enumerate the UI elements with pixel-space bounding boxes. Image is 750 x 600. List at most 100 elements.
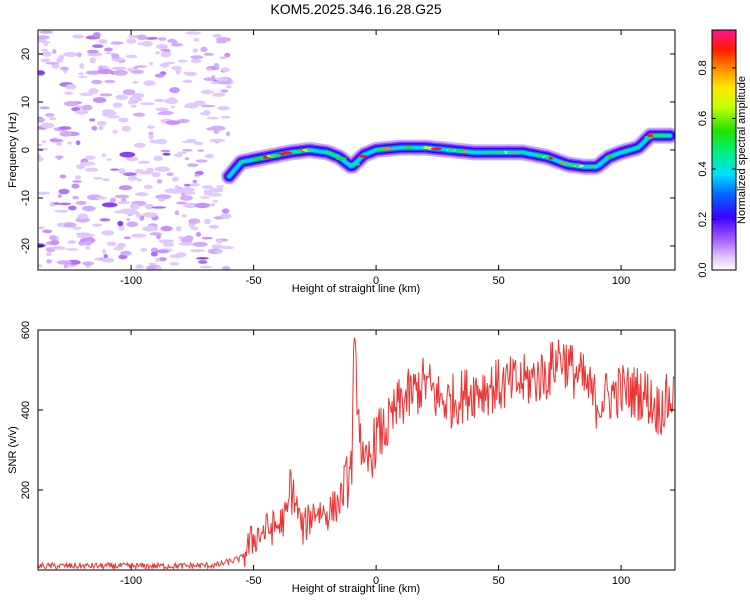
noise-blob [192, 241, 208, 247]
noise-blob [152, 172, 161, 178]
noise-blob [76, 233, 91, 239]
noise-blob [123, 172, 137, 177]
noise-blob [149, 139, 163, 144]
noise-blob [200, 46, 208, 52]
noise-blob [101, 230, 115, 236]
noise-blob [123, 236, 132, 240]
noise-blob [67, 141, 72, 145]
noise-blob [58, 202, 71, 206]
snr-x-ticks: -100 -50 0 50 100 [120, 330, 630, 587]
noise-blob [126, 221, 139, 228]
noise-blob [82, 261, 94, 266]
noise-blob [192, 48, 198, 53]
noise-blob [177, 59, 188, 63]
ridge-hotspot [330, 153, 336, 157]
noise-blob [183, 183, 192, 187]
noise-blob [38, 70, 45, 76]
spectrogram-frame [37, 29, 676, 271]
noise-blob [120, 250, 132, 256]
noise-blob [72, 34, 84, 39]
noise-blob [127, 175, 138, 181]
noise-blob [132, 66, 138, 70]
snr-frame [37, 329, 676, 571]
noise-blob [188, 218, 201, 224]
colorbar-tick-label: 0.0 [697, 262, 709, 277]
noise-blob [74, 175, 81, 180]
noise-blob [84, 167, 99, 172]
noise-blob [58, 126, 72, 130]
ridge-hotspot [291, 150, 303, 154]
ridge-hotspot [281, 151, 293, 155]
noise-blob [98, 39, 108, 44]
noise-blob [59, 174, 67, 179]
noise-blob [67, 240, 77, 244]
ridge-hotspot [335, 157, 347, 161]
spectrogram-ridge [221, 127, 675, 185]
noise-blob [159, 63, 170, 68]
noise-blob [206, 68, 213, 72]
noise-blob [203, 77, 216, 81]
noise-blob [49, 117, 57, 121]
noise-blob [118, 254, 128, 260]
noise-blob [101, 257, 115, 263]
noise-blob [77, 52, 82, 58]
colorbar-ticks: 0.0 0.2 0.4 0.6 0.8 [697, 60, 736, 278]
ridge-hotspot [567, 163, 576, 167]
colorbar-label: Normalized spectral amplitude [736, 76, 748, 224]
noise-blob [155, 249, 170, 254]
noise-blob [101, 153, 107, 157]
ridge-hotspot [404, 146, 413, 150]
noise-blob [99, 218, 111, 222]
noise-blob [148, 36, 159, 40]
noise-blob [54, 209, 69, 213]
snr-y-tick-label: 400 [20, 401, 32, 419]
noise-blob [136, 178, 142, 182]
noise-blob [177, 118, 190, 124]
noise-blob [109, 197, 117, 203]
snr-y-tick-label: 600 [20, 321, 32, 339]
ridge-hotspot [516, 150, 528, 154]
noise-blob [225, 85, 232, 89]
noise-blob [201, 236, 213, 240]
noise-blob [172, 176, 179, 182]
noise-blob [42, 41, 51, 44]
noise-blob [118, 117, 129, 123]
noise-blob [187, 163, 199, 167]
noise-blob [39, 30, 54, 34]
noise-blob [146, 167, 154, 172]
snr-y-ticks: 200 400 600 [20, 321, 675, 499]
noise-blob [112, 129, 118, 134]
spectrogram-y-tick-label: 0 [20, 147, 32, 153]
noise-blob [156, 179, 163, 184]
snr-x-axis-label: Height of straight line (km) [292, 583, 420, 595]
noise-blob [38, 35, 50, 40]
noise-blob [183, 202, 198, 208]
noise-blob [71, 183, 80, 189]
noise-blob [57, 222, 64, 228]
noise-blob [126, 38, 137, 44]
colorbar-tick-label: 0.6 [697, 111, 709, 126]
noise-blob [109, 168, 120, 171]
noise-blob [126, 156, 139, 162]
noise-blob [164, 188, 178, 194]
noise-blob [133, 112, 145, 117]
ridge-hotspot [469, 150, 475, 154]
noise-blob [135, 264, 144, 269]
noise-blob [125, 54, 138, 59]
noise-blob [40, 48, 49, 52]
noise-blob [194, 202, 210, 209]
noise-blob [120, 208, 136, 212]
snr-x-tick-label: -100 [120, 575, 142, 587]
noise-blob [142, 212, 158, 218]
noise-blob [104, 110, 117, 116]
noise-blob [148, 134, 154, 140]
noise-blob [136, 34, 147, 40]
noise-blob [60, 66, 69, 71]
noise-blob [162, 152, 171, 156]
noise-blob [199, 196, 211, 199]
noise-blob [209, 138, 226, 143]
noise-blob [101, 178, 110, 182]
noise-blob [149, 232, 163, 236]
noise-blob [219, 56, 227, 60]
